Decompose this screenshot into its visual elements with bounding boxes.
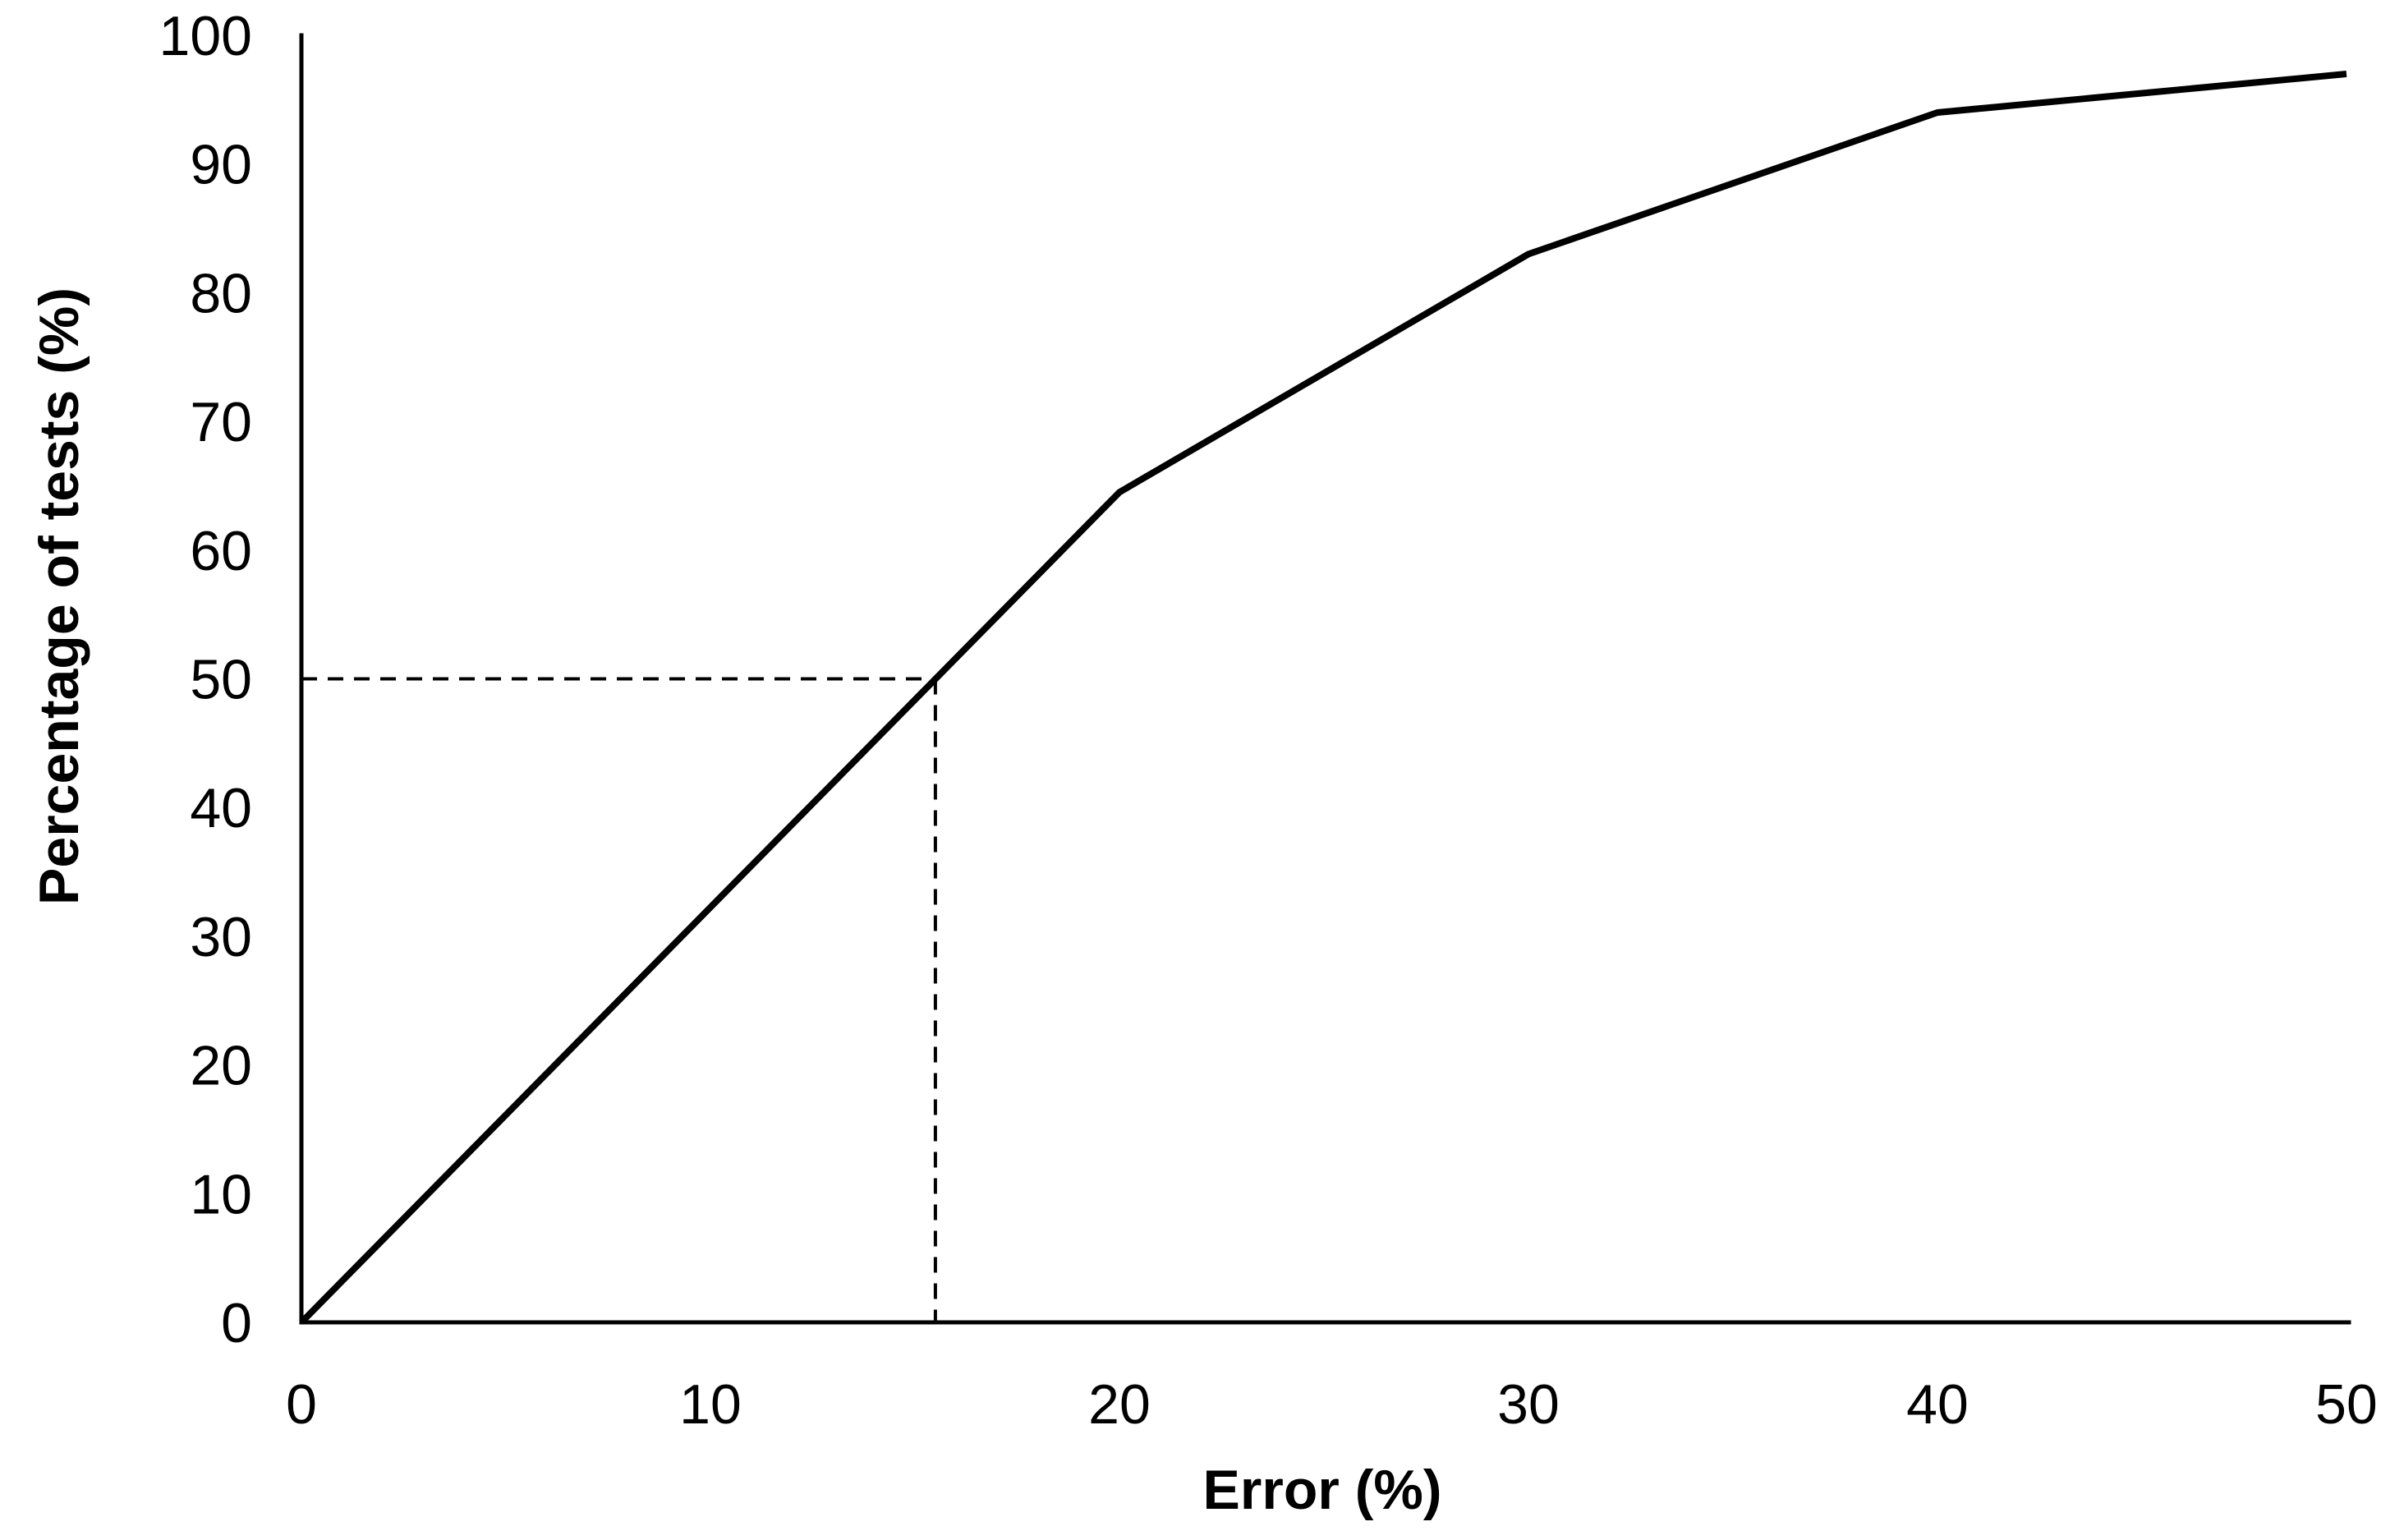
y-tick-label: 50 [190,649,252,711]
x-tick-label: 30 [1497,1373,1560,1436]
y-tick-label: 60 [190,520,252,582]
x-tick-label: 50 [2315,1373,2378,1436]
x-tick-label: 40 [1906,1373,1969,1436]
y-tick-label: 0 [221,1292,252,1354]
median-guides [301,677,937,1322]
y-tick-label: 90 [190,134,252,196]
y-tick-label: 20 [190,1035,252,1097]
x-tick-label: 0 [286,1373,317,1436]
y-axis-title: Percentage of tests (%) [28,287,90,905]
x-tick-label: 10 [679,1373,742,1436]
y-tick-label: 10 [190,1163,252,1225]
y-tick-label: 40 [190,777,252,839]
x-tick-labels: 0 10 20 30 40 50 [286,1373,2378,1436]
x-axis-title: Error (%) [1203,1459,1442,1521]
x-tick-label: 20 [1088,1373,1151,1436]
y-tick-label: 30 [190,906,252,968]
y-tick-label: 100 [159,5,252,67]
y-tick-label: 80 [190,262,252,324]
cdf-curve [299,71,2347,1325]
y-tick-label: 70 [190,391,252,453]
y-tick-labels: 0 10 20 30 40 50 60 70 80 90 100 [159,5,252,1354]
